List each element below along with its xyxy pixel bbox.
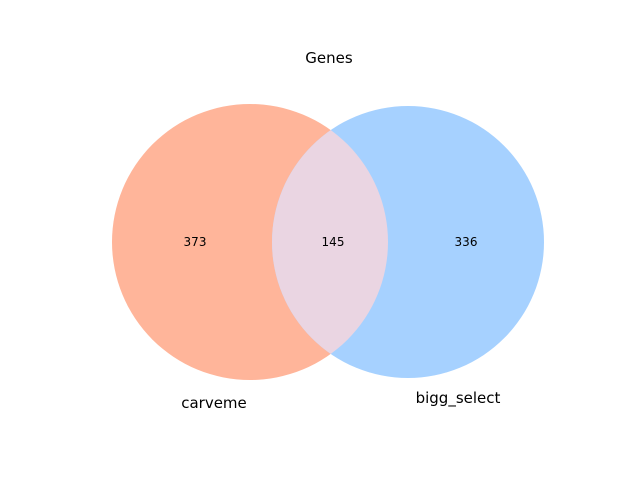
diagram-title: Genes [305,49,353,67]
count-intersection: 145 [322,235,345,249]
set-label-carveme: carveme [181,394,247,412]
count-carveme-only: 373 [184,235,207,249]
count-bigg-select-only: 336 [455,235,478,249]
set-label-bigg-select: bigg_select [416,389,501,408]
intersection-region [272,106,388,378]
